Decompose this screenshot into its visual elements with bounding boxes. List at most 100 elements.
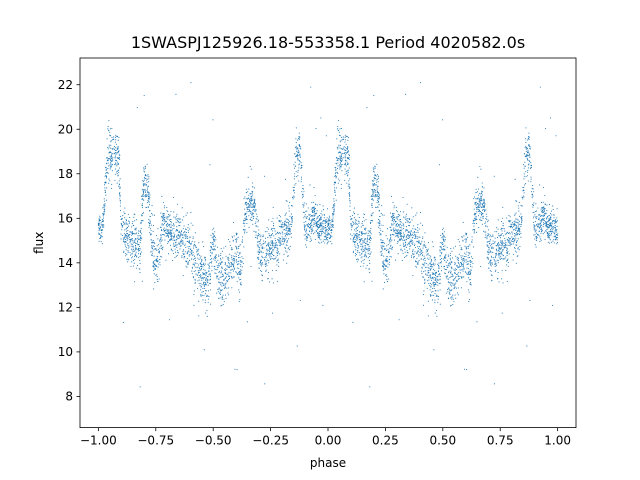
data-point xyxy=(514,223,516,226)
data-point xyxy=(555,221,557,224)
data-point xyxy=(361,252,363,255)
data-point xyxy=(180,234,182,236)
data-point xyxy=(237,236,239,238)
data-point xyxy=(356,239,358,241)
data-point xyxy=(311,219,313,221)
data-point xyxy=(454,263,456,265)
data-point xyxy=(142,220,144,222)
data-point xyxy=(136,255,138,257)
data-point xyxy=(486,226,489,228)
data-point xyxy=(144,195,146,197)
data-point xyxy=(458,275,460,278)
data-point xyxy=(261,262,263,264)
data-point xyxy=(185,237,187,239)
data-point xyxy=(287,240,289,242)
data-point xyxy=(188,247,190,249)
data-point xyxy=(231,257,233,259)
data-point xyxy=(518,229,520,231)
data-point xyxy=(458,253,460,255)
data-point xyxy=(318,241,320,243)
data-point xyxy=(417,229,419,232)
data-point xyxy=(475,192,477,194)
data-point xyxy=(379,221,381,223)
data-point xyxy=(500,228,502,230)
data-point xyxy=(442,227,444,229)
data-point xyxy=(320,231,322,233)
data-point xyxy=(440,270,443,272)
data-point xyxy=(284,224,286,226)
data-point xyxy=(361,256,363,258)
data-point xyxy=(272,282,274,284)
data-point xyxy=(282,259,285,261)
data-point xyxy=(103,226,105,228)
data-point xyxy=(528,136,530,138)
data-point xyxy=(490,259,492,261)
data-point xyxy=(228,287,230,289)
data-point xyxy=(392,214,394,216)
data-point xyxy=(400,238,402,240)
data-point xyxy=(424,257,426,259)
data-point xyxy=(206,295,208,297)
data-point xyxy=(516,231,518,233)
data-point xyxy=(291,223,293,226)
data-point xyxy=(416,266,418,268)
data-point xyxy=(501,240,503,242)
data-point xyxy=(238,291,241,293)
data-point xyxy=(226,280,228,283)
data-point xyxy=(157,263,160,265)
data-point xyxy=(517,232,519,235)
data-point xyxy=(440,262,442,264)
data-point xyxy=(468,272,470,274)
data-point xyxy=(369,242,371,244)
data-point xyxy=(548,226,550,228)
data-point xyxy=(312,209,314,212)
data-point xyxy=(163,228,165,230)
data-point xyxy=(504,246,506,248)
data-point xyxy=(362,232,364,235)
data-point xyxy=(266,265,268,267)
data-point xyxy=(554,229,556,232)
data-point xyxy=(241,236,244,238)
data-point xyxy=(276,217,278,219)
data-point xyxy=(181,240,183,242)
data-point xyxy=(315,222,317,225)
data-point xyxy=(417,227,419,229)
data-point xyxy=(506,264,508,266)
data-point xyxy=(165,228,167,230)
data-point xyxy=(184,228,187,230)
data-point xyxy=(170,223,172,225)
data-point xyxy=(470,261,472,264)
data-point xyxy=(135,267,137,269)
data-point xyxy=(485,213,487,215)
data-point xyxy=(357,251,359,253)
data-point xyxy=(167,226,169,228)
data-point xyxy=(487,233,489,235)
data-point xyxy=(195,260,197,262)
data-point xyxy=(436,295,438,297)
data-point xyxy=(499,254,501,256)
data-point xyxy=(157,228,159,230)
data-point xyxy=(208,279,210,281)
data-point xyxy=(431,241,433,243)
data-point xyxy=(221,297,223,299)
data-point xyxy=(443,265,446,268)
data-point xyxy=(206,279,209,281)
data-point xyxy=(129,217,131,219)
data-point xyxy=(528,144,530,147)
data-point xyxy=(214,249,216,251)
data-point xyxy=(190,222,192,224)
data-point xyxy=(383,268,385,270)
data-point xyxy=(455,297,457,299)
data-point xyxy=(145,177,147,179)
data-point xyxy=(155,265,157,267)
data-point xyxy=(310,228,312,230)
data-point xyxy=(491,248,493,250)
data-point xyxy=(455,268,458,271)
data-point xyxy=(441,229,444,231)
data-point xyxy=(500,247,502,249)
data-point xyxy=(159,261,161,263)
data-point xyxy=(255,209,257,211)
data-point xyxy=(332,215,334,217)
data-point xyxy=(354,233,356,236)
data-point xyxy=(273,245,275,247)
